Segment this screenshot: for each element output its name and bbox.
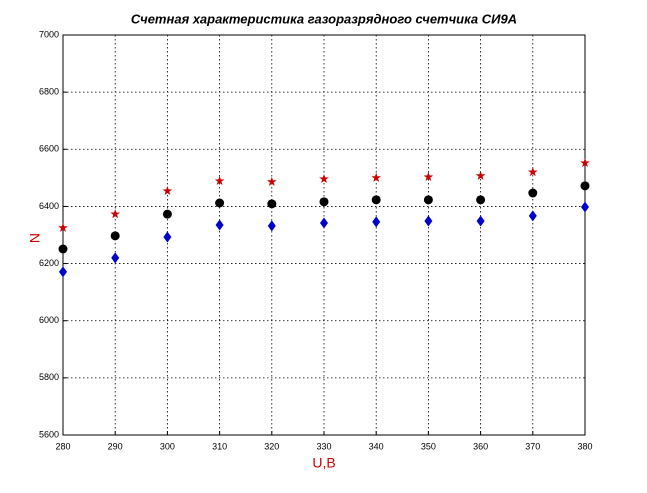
star-marker (267, 176, 277, 186)
star-marker (162, 186, 173, 195)
circle-marker (423, 195, 433, 205)
x-tick-label: 310 (212, 441, 227, 451)
x-tick-label: 340 (369, 441, 384, 451)
diamond-marker (59, 266, 67, 278)
x-tick-label: 280 (55, 441, 70, 451)
y-axis-label: N (27, 233, 43, 243)
x-tick-label: 300 (160, 441, 175, 451)
diamond-marker (163, 231, 172, 243)
circle-marker (476, 195, 486, 205)
star-marker (58, 222, 68, 232)
y-tick-label: 6600 (39, 144, 59, 154)
circle-marker (58, 244, 68, 254)
y-tick-label: 6400 (39, 201, 59, 211)
circle-marker (110, 231, 120, 241)
x-tick-label: 370 (525, 441, 540, 451)
star-marker (319, 174, 329, 183)
y-tick-label: 6800 (39, 87, 59, 97)
star-marker (214, 176, 225, 185)
x-tick-label: 350 (421, 441, 436, 451)
y-tick-label: 6000 (39, 315, 59, 325)
star-marker (528, 167, 538, 177)
star-marker (580, 158, 590, 167)
diamond-marker (581, 201, 589, 213)
diamond-marker (424, 215, 433, 227)
x-tick-label: 380 (577, 441, 592, 451)
star-marker (423, 172, 434, 181)
star-marker (110, 209, 120, 219)
x-tick-label: 330 (316, 441, 331, 451)
diamond-marker (320, 217, 328, 229)
x-axis-label: U,B (312, 455, 335, 471)
star-marker (371, 172, 381, 182)
y-tick-label: 7000 (39, 29, 59, 39)
circle-marker (580, 181, 590, 191)
circle-marker (371, 195, 381, 205)
diamond-marker (372, 216, 381, 228)
diamond-marker (528, 210, 537, 222)
circle-marker (267, 199, 277, 209)
diamond-marker (267, 220, 276, 232)
y-tick-label: 5800 (39, 372, 59, 382)
circle-marker (319, 197, 329, 207)
diamond-marker (215, 219, 224, 231)
x-tick-label: 320 (264, 441, 279, 451)
chart-title: Счетная характеристика газоразрядного сч… (131, 11, 517, 26)
diamond-marker (111, 252, 120, 264)
x-tick-label: 290 (108, 441, 123, 451)
y-tick-label: 5600 (39, 429, 59, 439)
diamond-marker (476, 215, 485, 227)
circle-marker (162, 209, 172, 219)
y-tick-label: 6200 (39, 258, 59, 268)
circle-marker (215, 198, 225, 208)
x-tick-label: 360 (473, 441, 488, 451)
star-marker (475, 170, 486, 180)
circle-marker (528, 188, 538, 198)
